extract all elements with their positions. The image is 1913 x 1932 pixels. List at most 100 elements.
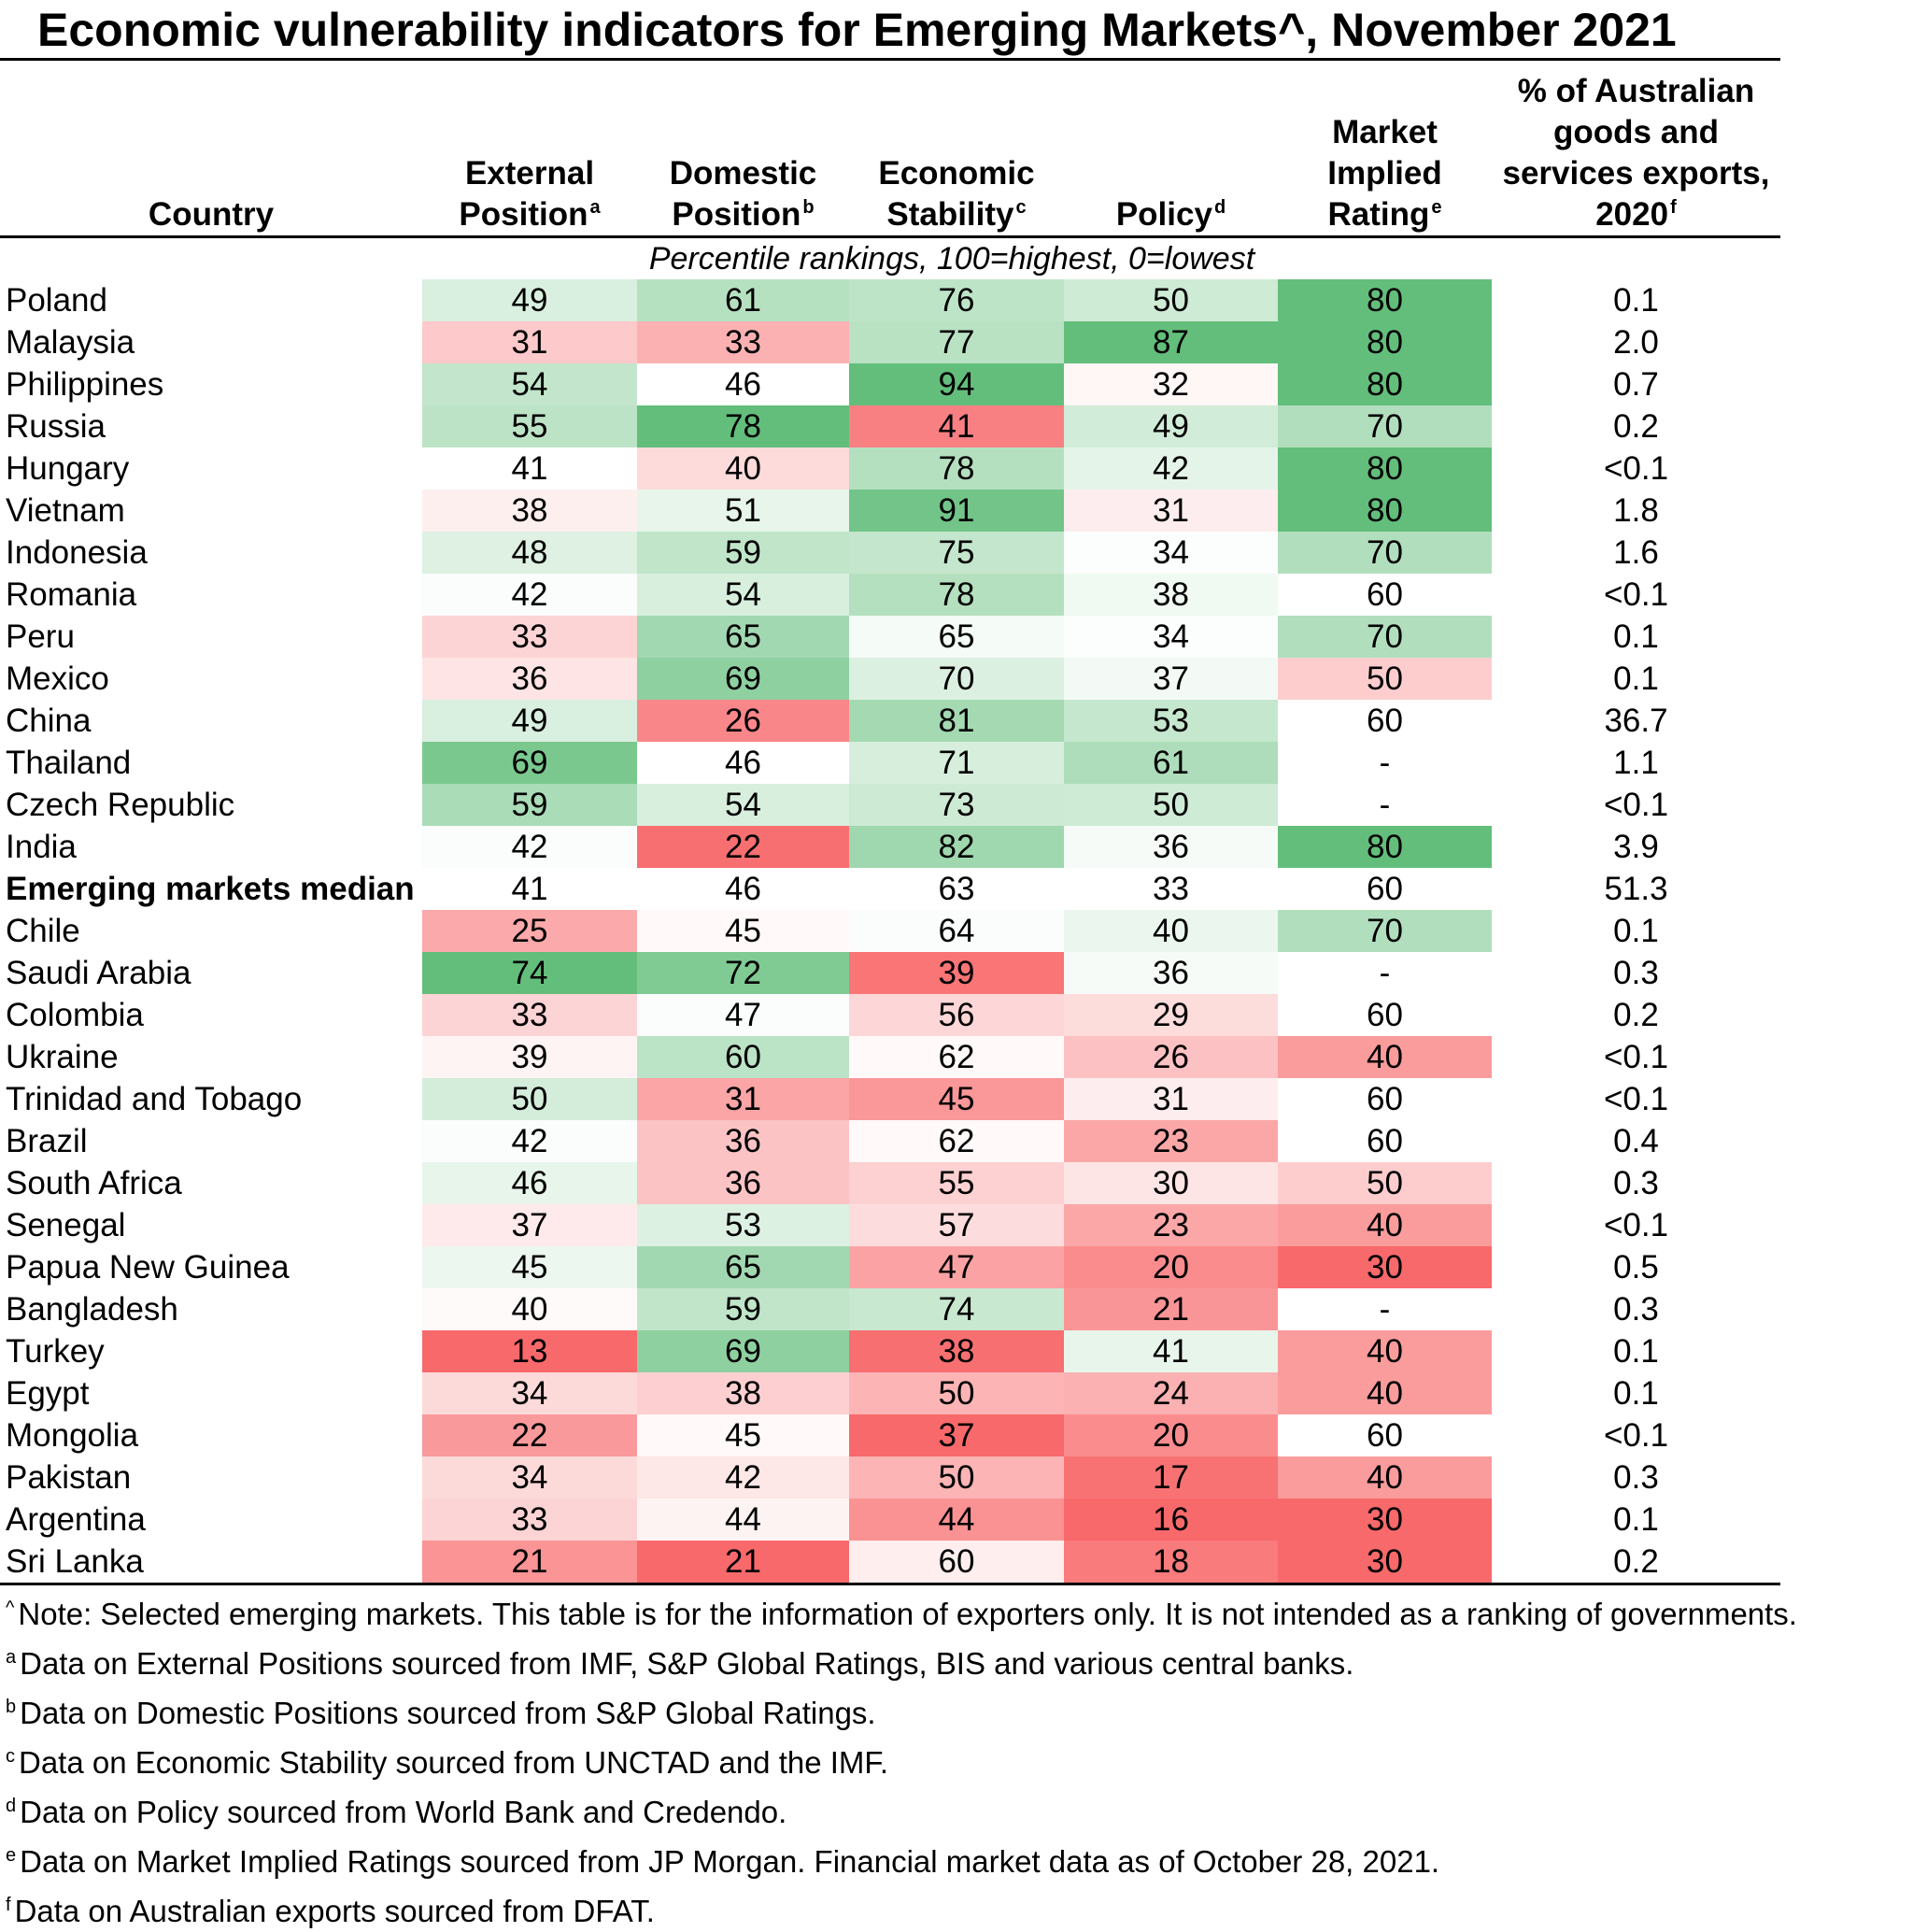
table-row: Mongolia 22 45 37 20 60 <0.1 (0, 1414, 1775, 1456)
header-stability-line2: Stability c (878, 194, 1034, 235)
cell-domestic: 22 (637, 826, 849, 868)
footnote-text: Data on Policy sourced from World Bank a… (20, 1795, 787, 1829)
cell-stability: 56 (849, 994, 1064, 1036)
cell-domestic: 45 (637, 910, 849, 952)
cell-exports: <0.1 (1603, 1417, 1669, 1454)
header-rating: Market Implied Rating e (1278, 98, 1492, 235)
country-name: Sri Lanka (6, 1543, 144, 1580)
cell-domestic: 65 (637, 1246, 849, 1288)
cell-domestic: 46 (637, 868, 849, 910)
cell-rating: 30 (1278, 1541, 1492, 1583)
cell-policy: 20 (1064, 1414, 1278, 1456)
cell-rating: - (1278, 1288, 1492, 1330)
header-domestic-lines: Domestic Position b (670, 153, 817, 235)
cell-domestic: 46 (637, 363, 849, 405)
country-name: China (6, 703, 92, 739)
cell-rating: 80 (1278, 363, 1492, 405)
cell-rating: 40 (1278, 1372, 1492, 1414)
country-name: Turkey (6, 1333, 105, 1370)
table-row: Senegal 37 53 57 23 40 <0.1 (0, 1204, 1775, 1246)
cell-external: 55 (422, 405, 637, 447)
footnote-text: Data on Domestic Positions sourced from … (20, 1696, 876, 1730)
cell-domestic: 69 (637, 658, 849, 700)
table-row: Chile 25 45 64 40 70 0.1 (0, 910, 1775, 952)
cell-policy: 53 (1064, 700, 1278, 742)
cell-policy: 17 (1064, 1456, 1278, 1499)
cell-policy: 41 (1064, 1330, 1278, 1372)
cell-stability: 41 (849, 405, 1064, 447)
footnote: b Data on Domestic Positions sourced from… (6, 1693, 876, 1734)
cell-policy: 32 (1064, 363, 1278, 405)
cell-exports: 0.4 (1613, 1123, 1659, 1159)
cell-policy: 61 (1064, 742, 1278, 784)
cell-exports: 0.1 (1613, 913, 1659, 949)
cell-stability: 76 (849, 279, 1064, 321)
table-row: Thailand 69 46 71 61- 1.1 (0, 742, 1775, 784)
cell-external: 45 (422, 1246, 637, 1288)
footnote: ^ Note: Selected emerging markets. This t… (6, 1594, 1797, 1635)
table-row: Sri Lanka 21 21 60 18 30 0.2 (0, 1541, 1775, 1583)
header-policy-sup: d (1213, 197, 1226, 219)
table-row: Romania 42 54 78 38 60 <0.1 (0, 574, 1775, 616)
cell-stability: 91 (849, 490, 1064, 532)
cell-exports: 0.2 (1613, 997, 1659, 1033)
cell-exports: 0.1 (1613, 1375, 1659, 1412)
cell-rating: 30 (1278, 1499, 1492, 1541)
cell-stability: 38 (849, 1330, 1064, 1372)
table-row: Peru 33 65 65 34 70 0.1 (0, 616, 1775, 658)
header-exports-sup: f (1670, 197, 1677, 219)
cell-external: 31 (422, 321, 637, 363)
table-row: India 42 22 82 36 80 3.9 (0, 826, 1775, 868)
cell-external: 69 (422, 742, 637, 784)
footnote-text: Note: Selected emerging markets. This ta… (18, 1597, 1797, 1631)
cell-stability: 45 (849, 1078, 1064, 1120)
table-row: Philippines 54 46 94 32 80 0.7 (0, 363, 1775, 405)
footnote-marker: a (6, 1647, 17, 1668)
country-name: India (6, 829, 77, 865)
cell-domestic: 78 (637, 405, 849, 447)
cell-external: 59 (422, 784, 637, 826)
header-stability-lines: Economic Stability c (878, 153, 1034, 235)
cell-exports: 0.1 (1613, 1501, 1659, 1538)
header-rating-line3: Rating e (1327, 194, 1442, 235)
cell-exports: 0.3 (1613, 955, 1659, 991)
cell-stability: 44 (849, 1499, 1064, 1541)
cell-stability: 73 (849, 784, 1064, 826)
cell-rating: 80 (1278, 279, 1492, 321)
cell-stability: 94 (849, 363, 1064, 405)
footnote-marker: c (6, 1746, 15, 1767)
cell-policy: 87 (1064, 321, 1278, 363)
cell-stability: 75 (849, 532, 1064, 574)
chart-title: Economic vulnerability indicators for Em… (37, 4, 1677, 56)
cell-stability: 64 (849, 910, 1064, 952)
cell-stability: 60 (849, 1541, 1064, 1583)
cell-stability: 57 (849, 1204, 1064, 1246)
cell-external: 39 (422, 1036, 637, 1078)
cell-rating: 40 (1278, 1036, 1492, 1078)
cell-stability: 81 (849, 700, 1064, 742)
country-name: Philippines (6, 366, 164, 403)
country-name: Emerging markets median (6, 871, 415, 907)
cell-rating: 70 (1278, 532, 1492, 574)
table-row: Colombia 33 47 56 29 60 0.2 (0, 994, 1775, 1036)
cell-rating: 40 (1278, 1456, 1492, 1499)
country-name: Poland (6, 282, 107, 319)
cell-domestic: 36 (637, 1120, 849, 1162)
cell-rating: 50 (1278, 1162, 1492, 1204)
header-external-line2-text: Position (459, 196, 588, 233)
cell-stability: 37 (849, 1414, 1064, 1456)
header-external-line2: Position a (459, 194, 600, 235)
table-row: Ukraine 39 60 62 26 40 <0.1 (0, 1036, 1775, 1078)
cell-exports: 0.5 (1613, 1249, 1659, 1286)
cell-external: 42 (422, 574, 637, 616)
cell-domestic: 72 (637, 952, 849, 994)
cell-stability: 62 (849, 1120, 1064, 1162)
cell-external: 48 (422, 532, 637, 574)
cell-external: 38 (422, 490, 637, 532)
cell-domestic: 54 (637, 784, 849, 826)
cell-exports: 1.1 (1613, 745, 1659, 781)
table-row: Russia 55 78 41 49 70 0.2 (0, 405, 1775, 447)
table-row: Emerging markets median 41 46 63 33 60 51.3 (0, 868, 1775, 910)
header-domestic-sup: b (802, 197, 815, 219)
country-name: Indonesia (6, 534, 148, 571)
